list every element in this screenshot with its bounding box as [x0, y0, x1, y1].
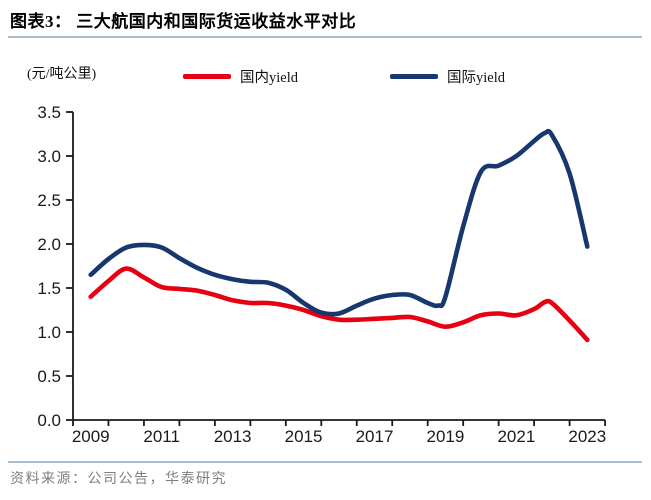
domestic-line-swatch	[183, 74, 231, 79]
international-yield-line	[88, 128, 590, 317]
x-tick-label: 2009	[72, 427, 110, 446]
legend-label-international: 国际yield	[447, 70, 505, 86]
source-divider	[8, 461, 642, 463]
y-tick-label: 3.0	[37, 147, 61, 166]
legend: 国内yield 国际yield	[183, 66, 505, 87]
x-tick-label: 2021	[497, 427, 535, 446]
x-tick-label: 2013	[214, 427, 252, 446]
international-line-swatch	[390, 74, 438, 79]
line-chart: 0.0 0.5 1.0 1.5 2.0 2.5 3.0 3.5 2009 2011 2013 2015…	[37, 103, 606, 446]
y-tick-label: 1.0	[37, 323, 61, 342]
domestic-yield-line	[88, 266, 590, 343]
legend-item-international: 国际yield	[390, 66, 505, 87]
y-tick-label: 2.0	[37, 235, 61, 254]
y-tick-label: 0.5	[37, 367, 61, 386]
y-tick-label: 1.5	[37, 279, 61, 298]
x-tick-label: 2023	[568, 427, 606, 446]
legend-item-domestic: 国内yield	[183, 66, 298, 87]
title-divider	[8, 36, 642, 38]
y-axis-unit-label: (元/吨公里)	[27, 67, 97, 82]
source-text: 资料来源：公司公告，华泰研究	[10, 472, 227, 487]
x-tick-label: 2011	[143, 427, 180, 446]
y-tick-label: 2.5	[37, 191, 61, 210]
y-tick-label: 0.0	[37, 411, 61, 430]
y-tick-label: 3.5	[37, 103, 61, 122]
x-tick-label: 2019	[427, 427, 465, 446]
chart-title: 图表3： 三大航国内和国际货运收益水平对比	[10, 12, 357, 31]
legend-label-domestic: 国内yield	[240, 70, 298, 86]
x-tick-label: 2017	[356, 427, 394, 446]
x-tick-label: 2015	[285, 427, 323, 446]
